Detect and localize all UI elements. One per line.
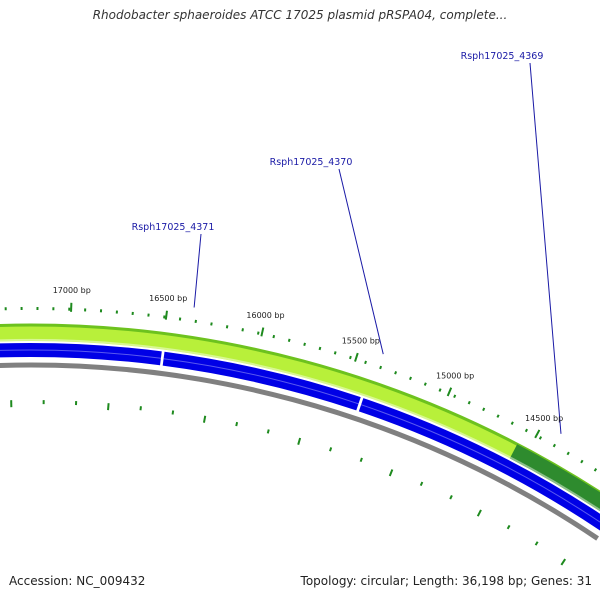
track-rings	[0, 323, 600, 541]
ruler-tick	[593, 468, 598, 472]
inner-ruler-tick	[107, 403, 110, 411]
ruler-tick	[225, 325, 229, 329]
ruler-tick	[496, 414, 500, 418]
ruler-tick	[256, 331, 260, 335]
ruler-tick	[210, 322, 213, 326]
inner-ruler-tick	[449, 495, 453, 500]
ruler-tick	[538, 436, 543, 440]
inner-ruler-tick	[506, 524, 511, 530]
genome-summary: Topology: circular; Length: 36,198 bp; G…	[300, 574, 592, 588]
ruler-tick	[394, 371, 398, 375]
tick-labels: 14500 bp 15000 bp 15500 bp 16000 bp 16500 bp…	[53, 286, 564, 423]
ruler-major-tick	[354, 352, 359, 362]
inner-ruler-tick	[560, 558, 567, 566]
ruler-tick	[287, 338, 291, 343]
map-title: Rhodobacter sphaeroides ATCC 17025 plasm…	[92, 8, 508, 22]
tick-label-3: 16000 bp	[246, 311, 284, 320]
inner-ruler-tick	[235, 421, 239, 427]
ruler-tick	[241, 328, 244, 332]
gene-leader-line	[529, 62, 562, 434]
cds-ring-dark-segment	[509, 444, 600, 512]
gene-leader-line	[338, 168, 384, 355]
ruler-tick	[552, 443, 556, 448]
ruler-tick	[510, 421, 514, 425]
inner-ruler-tick	[171, 410, 175, 415]
inner-ruler-tick	[476, 509, 482, 517]
inner-ruler-tick	[329, 447, 333, 452]
gene-labels: Rsph17025_4369 Rsph17025_4370 Rsph17025_43…	[132, 51, 562, 434]
tick-label-0: 14500 bp	[525, 414, 563, 423]
ruler-tick	[364, 360, 367, 365]
tick-label-5: 17000 bp	[53, 286, 91, 295]
gene-label-1[interactable]: Rsph17025_4370	[270, 157, 353, 168]
ruler-tick	[482, 407, 486, 412]
ruler-tick	[453, 394, 457, 399]
tick-label-2: 15500 bp	[342, 337, 380, 346]
ruler-tick	[379, 365, 383, 370]
gene-arrow-rsph17025-4370[interactable]	[162, 351, 361, 411]
inner-ruler-tick	[359, 457, 363, 463]
ruler-major-tick	[446, 387, 453, 397]
gene-label-0[interactable]: Rsph17025_4369	[461, 51, 544, 62]
ruler-tick	[566, 451, 570, 456]
inner-ruler-tick	[297, 437, 302, 445]
inner-ruler-tick	[534, 541, 539, 546]
accession-text: Accession: NC_009432	[9, 574, 146, 588]
ruler-tick	[409, 376, 412, 381]
tick-label-4: 16500 bp	[149, 294, 187, 303]
ruler-tick	[318, 346, 322, 351]
inner-ruler-tick	[419, 481, 424, 487]
gene-arrow-rsph17025-4371[interactable]	[0, 342, 162, 366]
ruler-major-tick	[260, 327, 265, 337]
outer-ruler	[4, 302, 598, 472]
inner-ruler-tick	[266, 429, 270, 434]
gene-arrow-highlight	[360, 404, 600, 523]
gene-label-2[interactable]: Rsph17025_4371	[132, 222, 215, 233]
backbone-ring	[0, 362, 599, 541]
ruler-tick	[580, 459, 584, 464]
ruler-tick	[272, 334, 276, 339]
gene-arrow-rsph17025-4369[interactable]	[358, 398, 600, 531]
inner-ruler-tick	[388, 469, 394, 477]
ruler-tick	[524, 428, 529, 433]
tick-label-1: 15000 bp	[436, 371, 474, 380]
ruler-tick	[467, 400, 471, 405]
gene-arrow-highlight	[163, 358, 359, 405]
ruler-tick	[438, 388, 442, 392]
ruler-tick	[303, 342, 306, 346]
ruler-major-tick	[534, 429, 541, 439]
gene-leader-line	[193, 233, 202, 308]
ruler-tick	[349, 355, 352, 360]
gene-arrow-highlight	[0, 349, 161, 359]
ruler-tick	[333, 351, 337, 355]
inner-ruler	[10, 400, 567, 566]
ruler-tick	[423, 382, 427, 386]
inner-ruler-tick	[202, 415, 207, 423]
ruler-major-tick	[164, 310, 168, 320]
cds-ring-sheen	[0, 338, 600, 512]
